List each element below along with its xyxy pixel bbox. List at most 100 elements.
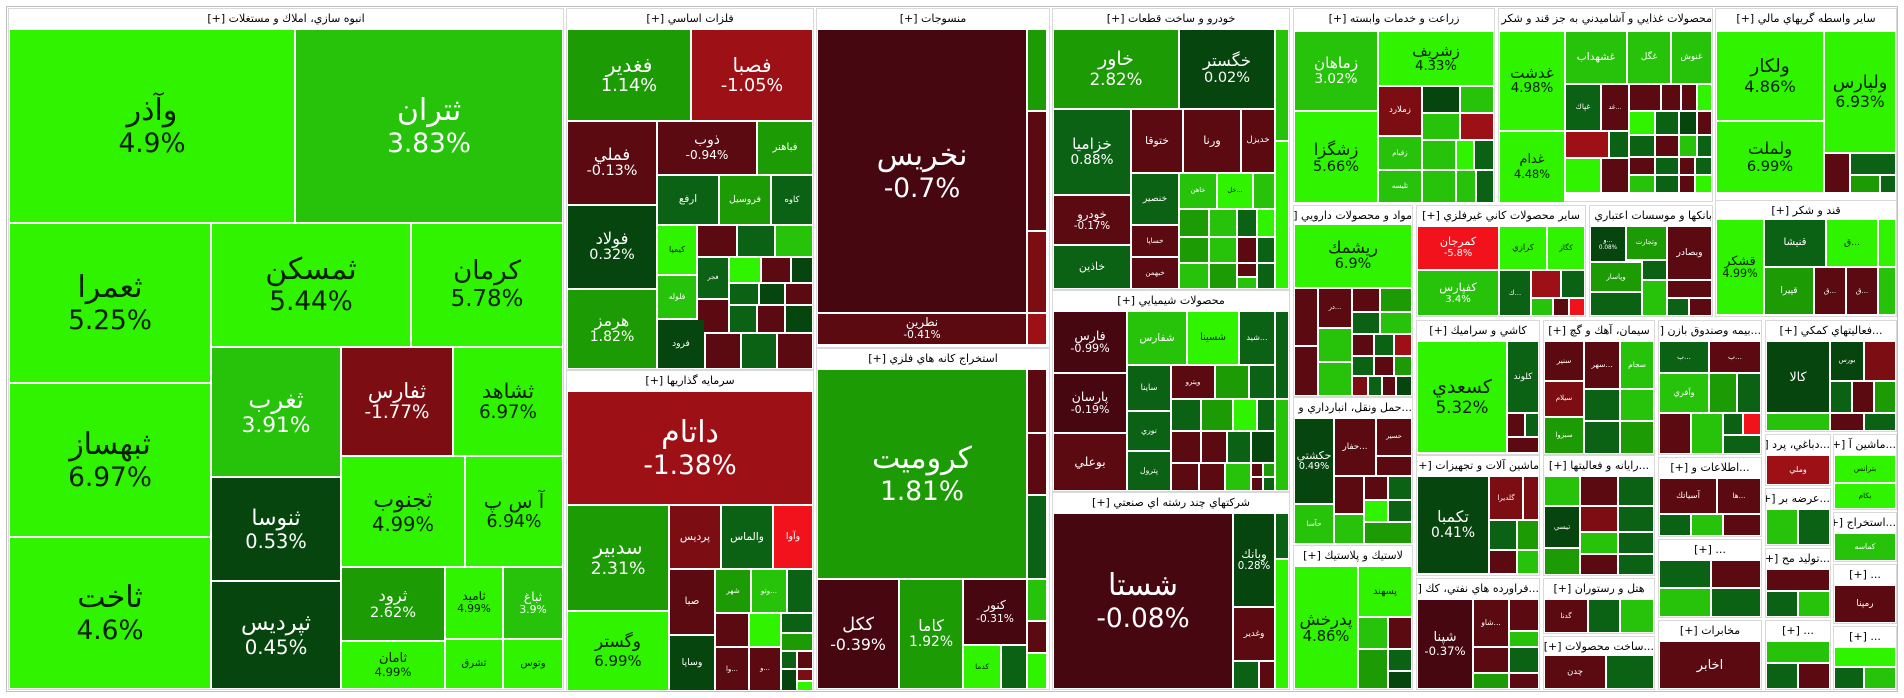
tile-نطرين[interactable]: نطرين -0.41% bbox=[818, 314, 1026, 344]
tile-small[interactable] bbox=[1799, 664, 1829, 688]
tile-فلوله[interactable]: فلوله bbox=[658, 276, 696, 318]
section-header-pharmaceuticals[interactable]: مواد و محصولات دارويي [+] bbox=[1294, 206, 1412, 225]
tile-ثرود[interactable]: ثرود 2.62% bbox=[342, 568, 444, 640]
tile-small[interactable] bbox=[1630, 136, 1654, 156]
tile-زشگزا[interactable]: زشگزا 5.66% bbox=[1295, 112, 1377, 202]
tile-تليسه[interactable]: تليسه bbox=[1379, 171, 1421, 202]
tile-small[interactable] bbox=[1295, 347, 1317, 395]
section-header-real-estate[interactable]: انبوه سازي، املاك و مستغلات [+] bbox=[9, 9, 563, 28]
section-header-metal-products[interactable]: ...ساخت محصولات [+] bbox=[1544, 637, 1654, 656]
tile-small[interactable] bbox=[1252, 464, 1262, 476]
tile-فغدير[interactable]: فغدير 1.14% bbox=[568, 30, 690, 120]
tile-آسياتك[interactable]: آسياتك bbox=[1660, 479, 1716, 513]
tile-small[interactable] bbox=[1589, 600, 1619, 632]
tile-...ل[interactable] bbox=[1490, 521, 1516, 549]
tile-small[interactable] bbox=[1028, 370, 1046, 432]
tile-small[interactable] bbox=[1518, 551, 1538, 573]
tile-small[interactable] bbox=[1238, 238, 1256, 262]
tile-small[interactable] bbox=[1252, 432, 1274, 462]
tile-small[interactable] bbox=[742, 334, 776, 368]
tile-small[interactable] bbox=[1865, 414, 1895, 430]
tile-small[interactable] bbox=[1260, 662, 1274, 688]
tile-...س[interactable] bbox=[1585, 390, 1619, 420]
tile-...زيا[interactable] bbox=[1461, 87, 1493, 112]
tile-small[interactable] bbox=[1712, 589, 1760, 616]
tile-خنصير[interactable]: خنصير bbox=[1132, 174, 1178, 224]
tile-...ق[interactable]: ...ق bbox=[1847, 268, 1877, 314]
tile-آريا[interactable] bbox=[1216, 366, 1248, 398]
tile-تايرا[interactable] bbox=[1490, 551, 1516, 573]
tile-...وا[interactable]: ...وا bbox=[716, 648, 748, 690]
tile-كدما[interactable]: كدما bbox=[964, 646, 1000, 688]
tile-خديزل[interactable]: خديزل bbox=[1242, 110, 1274, 172]
tile-وبانك[interactable]: وبانك 0.28% bbox=[1234, 514, 1274, 606]
tile-حكشتي[interactable]: حكشتي 0.49% bbox=[1295, 419, 1333, 503]
tile-small[interactable] bbox=[1258, 400, 1274, 430]
tile-تيسي[interactable]: تيسي bbox=[1545, 507, 1579, 547]
tile-وگستر[interactable]: وگستر 6.99% bbox=[568, 612, 668, 690]
tile-small[interactable] bbox=[1712, 561, 1760, 587]
section-header-misc-3[interactable]: ... [+] bbox=[1766, 621, 1830, 640]
tile-small[interactable] bbox=[706, 334, 740, 368]
tile-دا...[interactable] bbox=[1295, 289, 1317, 345]
tile-small[interactable] bbox=[1202, 400, 1232, 430]
tile-خودرو[interactable]: خودرو -0.17% bbox=[1054, 196, 1130, 244]
tile-تكمبا[interactable]: تكمبا 0.41% bbox=[1418, 477, 1488, 573]
tile-small[interactable] bbox=[1724, 515, 1760, 535]
tile-غدشت[interactable]: غدشت 4.98% bbox=[1500, 32, 1564, 130]
section-header-technical-services[interactable]: ... [+] bbox=[1834, 565, 1896, 584]
tile-زنگان[interactable] bbox=[738, 226, 774, 256]
section-header-multi-industry[interactable]: شركتهاي چند رشته اي صنعتي [+] bbox=[1053, 493, 1289, 512]
tile-سنير[interactable]: سنير bbox=[1545, 342, 1583, 380]
tile-...و[interactable]: ...و 0.08% bbox=[1591, 227, 1625, 261]
tile-small[interactable] bbox=[1851, 154, 1895, 174]
tile-...ق[interactable]: ...ق bbox=[1815, 268, 1845, 314]
tile-فارس[interactable]: فارس -0.99% bbox=[1054, 312, 1126, 372]
tile-small[interactable] bbox=[1865, 668, 1895, 688]
section-header-food-beverage[interactable]: محصولات غذايي و آشاميدني به جز قند و شكر… bbox=[1499, 9, 1712, 28]
tile-small[interactable] bbox=[1767, 592, 1797, 616]
tile-...پار[interactable] bbox=[1250, 366, 1274, 398]
tile-small[interactable] bbox=[1660, 589, 1710, 616]
tile-small[interactable] bbox=[1508, 438, 1538, 452]
tile-small[interactable] bbox=[1668, 281, 1711, 297]
tile-سيلام[interactable]: سيلام bbox=[1545, 382, 1583, 416]
tile-خاهن[interactable]: خاهن bbox=[1180, 174, 1216, 208]
tile-پدرخش[interactable]: پدرخش 4.86% bbox=[1295, 567, 1357, 688]
tile-...د[interactable] bbox=[1381, 289, 1411, 311]
tile-small[interactable] bbox=[782, 670, 796, 690]
tile-رمپنا[interactable]: رمپنا bbox=[1835, 586, 1895, 622]
tile-...زد[interactable] bbox=[1423, 141, 1455, 169]
tile-وساپا[interactable]: وساپا bbox=[670, 636, 714, 690]
section-header-metal-ore-mining[interactable]: استخراج كانه هاي فلزي [+] bbox=[817, 349, 1049, 368]
tile-small[interactable] bbox=[1562, 271, 1584, 297]
tile-...خ[interactable] bbox=[1180, 238, 1208, 262]
tile-سجام[interactable]: سجام bbox=[1621, 342, 1653, 388]
tile-...ب[interactable]: ...ب bbox=[1710, 342, 1760, 372]
tile-صبا[interactable]: صبا bbox=[670, 570, 714, 634]
tile-small[interactable] bbox=[1210, 264, 1236, 288]
tile-small[interactable] bbox=[1258, 238, 1274, 262]
tile-فولاد[interactable]: فولاد 0.32% bbox=[568, 206, 656, 288]
tile-small[interactable] bbox=[1767, 570, 1829, 590]
tile-ارفع[interactable]: ارفع bbox=[658, 176, 718, 224]
tile-حآسا[interactable]: حآسا bbox=[1295, 505, 1333, 543]
tile-فباهنر[interactable]: فباهنر bbox=[758, 122, 812, 174]
tile-ثتران[interactable]: ثتران 3.83% bbox=[296, 30, 562, 222]
tile-small[interactable] bbox=[1853, 382, 1873, 412]
tile-نخريس[interactable]: نخريس -0.7% bbox=[818, 30, 1026, 312]
tile-بكام[interactable]: بكام bbox=[1835, 484, 1895, 508]
tile-كماسه[interactable]: كماسه bbox=[1835, 534, 1895, 560]
tile-small[interactable] bbox=[1258, 264, 1274, 288]
tile-small[interactable] bbox=[1389, 477, 1411, 499]
tile-خاور[interactable]: خاور 2.82% bbox=[1054, 30, 1178, 108]
tile-small[interactable] bbox=[1767, 642, 1829, 662]
tile-small[interactable] bbox=[1475, 141, 1493, 169]
tile-خزاميا[interactable]: خزاميا 0.88% bbox=[1054, 110, 1130, 194]
tile-خساپا[interactable]: خساپا bbox=[1132, 226, 1178, 256]
section-header-computer-services[interactable]: ...رايانه و فعاليتها [+] bbox=[1544, 456, 1654, 475]
tile-...عال[interactable] bbox=[1566, 132, 1608, 157]
tile-ثاميد[interactable]: ثاميد 4.99% bbox=[446, 568, 502, 638]
tile-small[interactable] bbox=[1258, 210, 1274, 236]
tile-small[interactable] bbox=[1238, 278, 1256, 288]
